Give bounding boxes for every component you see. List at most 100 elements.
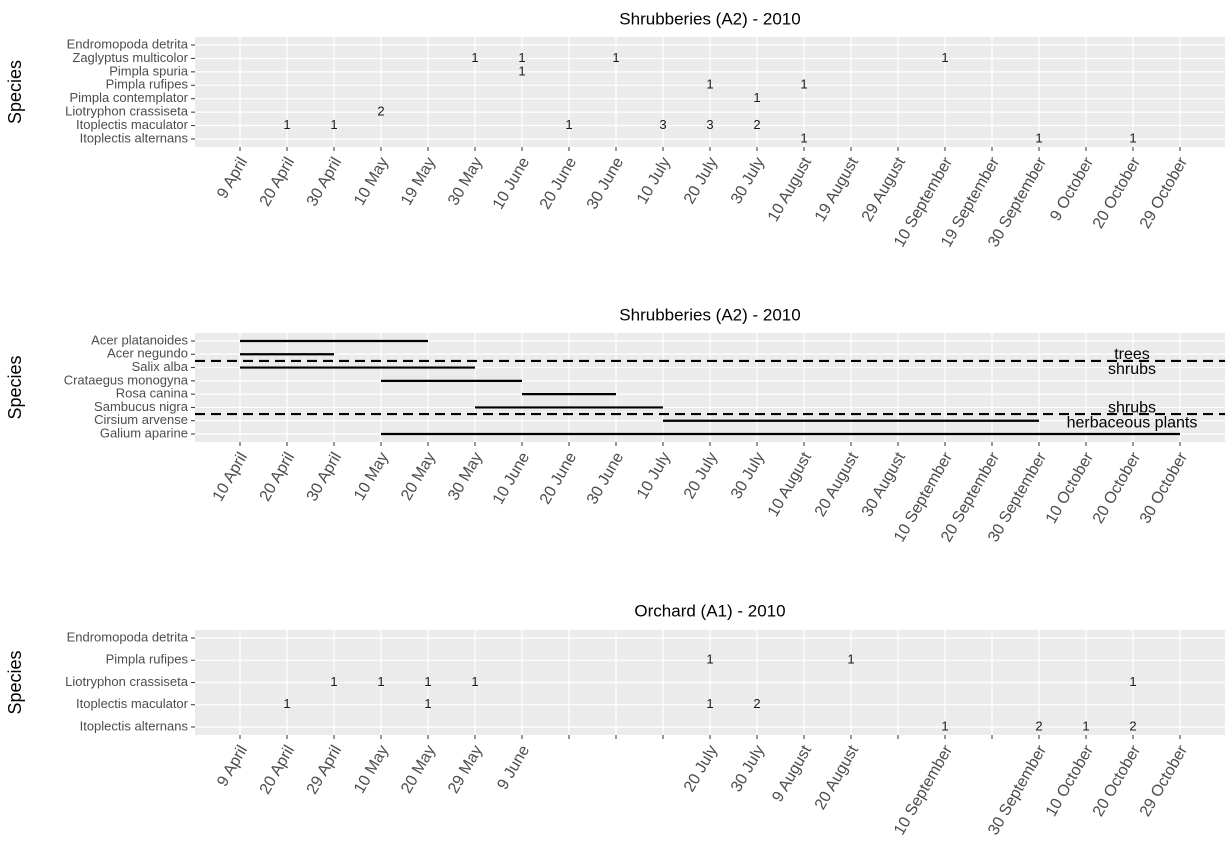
- x-tick-label: 20 October: [1090, 154, 1145, 232]
- x-tick-label: 30 July: [728, 743, 768, 795]
- x-tick-label: 20 April: [257, 155, 298, 210]
- x-tick-label: 10 August: [765, 449, 816, 520]
- count-label: 1: [283, 696, 290, 711]
- group-label: shrubs: [1108, 361, 1156, 378]
- x-tick-label: 20 May: [398, 743, 439, 797]
- count-label: 2: [1129, 718, 1136, 733]
- y-tick-label: Pimpla rufipes: [106, 77, 189, 92]
- x-tick-label: 10 June: [490, 155, 533, 213]
- count-label: 1: [377, 674, 384, 689]
- count-label: 1: [753, 90, 760, 105]
- y-tick-label: Endromopoda detrita: [67, 629, 189, 644]
- x-tick-label: 19 August: [812, 154, 863, 225]
- y-tick-label: Pimpla spuria: [109, 63, 189, 78]
- y-tick-label: Itoplectis alternans: [80, 718, 189, 733]
- x-tick-label: 20 April: [257, 743, 298, 798]
- count-label: 1: [706, 696, 713, 711]
- count-label: 3: [706, 117, 713, 132]
- count-label: 1: [706, 652, 713, 667]
- y-tick-label: Pimpla rufipes: [106, 652, 189, 667]
- x-tick-label: 20 June: [537, 155, 580, 213]
- y-tick-label: Itoplectis alternans: [80, 130, 189, 145]
- x-tick-label: 29 October: [1137, 742, 1192, 820]
- count-label: 1: [800, 130, 807, 145]
- x-tick-label: 30 September: [985, 742, 1050, 838]
- y-axis-title: Species: [5, 650, 25, 714]
- x-tick-label: 20 July: [681, 450, 721, 502]
- x-tick-label: 10 April: [210, 450, 251, 505]
- count-label: 2: [377, 104, 384, 119]
- x-tick-label: 10 July: [634, 155, 674, 207]
- y-tick-label: Galium aparine: [100, 425, 188, 440]
- count-label: 1: [941, 718, 948, 733]
- count-label: 1: [424, 696, 431, 711]
- y-tick-label: Rosa canina: [116, 386, 189, 401]
- y-tick-label: Itoplectis maculator: [76, 117, 189, 132]
- x-tick-label: 20 July: [681, 743, 721, 795]
- x-tick-label: 20 October: [1090, 449, 1145, 527]
- x-tick-label: 30 April: [304, 450, 345, 505]
- chart-title: Shrubberies (A2) - 2010: [619, 305, 800, 324]
- x-tick-label: 30 July: [728, 450, 768, 502]
- x-tick-label: 10 August: [765, 154, 816, 225]
- x-tick-label: 9 August: [769, 742, 815, 805]
- count-label: 1: [283, 117, 290, 132]
- count-label: 1: [471, 50, 478, 65]
- chart-title: Orchard (A1) - 2010: [634, 601, 785, 620]
- x-tick-label: 20 August: [812, 742, 863, 813]
- count-label: 1: [1035, 130, 1042, 145]
- y-axis-title: Species: [5, 355, 25, 419]
- y-tick-label: Itoplectis maculator: [76, 696, 189, 711]
- x-tick-label: 20 April: [257, 450, 298, 505]
- count-label: 1: [330, 674, 337, 689]
- x-tick-label: 29 October: [1137, 154, 1192, 232]
- x-tick-label: 30 April: [304, 155, 345, 210]
- x-tick-label: 29 May: [445, 743, 486, 797]
- count-label: 1: [518, 63, 525, 78]
- y-tick-label: Liotryphon crassiseta: [65, 674, 189, 689]
- count-label: 2: [753, 117, 760, 132]
- count-label: 2: [753, 696, 760, 711]
- group-label: herbaceous plants: [1067, 414, 1198, 431]
- x-tick-label: 9 October: [1047, 154, 1097, 224]
- x-tick-label: 30 June: [584, 450, 627, 508]
- y-tick-label: Salix alba: [132, 359, 189, 374]
- x-tick-label: 9 June: [494, 743, 533, 793]
- y-axis-title: Species: [5, 60, 25, 124]
- count-label: 3: [659, 117, 666, 132]
- x-tick-label: 30 October: [1137, 449, 1192, 527]
- x-tick-label: 10 September: [891, 742, 956, 838]
- group-label: shrubs: [1108, 399, 1156, 416]
- x-tick-label: 30 August: [859, 449, 910, 520]
- count-label: 1: [941, 50, 948, 65]
- x-tick-label: 10 October: [1043, 449, 1098, 527]
- x-tick-label: 30 May: [445, 450, 486, 504]
- y-tick-label: Zaglyptus multicolor: [72, 50, 188, 65]
- y-tick-label: Pimpla contemplator: [70, 90, 189, 105]
- count-label: 1: [471, 674, 478, 689]
- x-tick-label: 30 July: [728, 155, 768, 207]
- x-tick-label: 29 August: [859, 154, 910, 225]
- count-label: 1: [424, 674, 431, 689]
- x-tick-label: 10 June: [490, 450, 533, 508]
- x-tick-label: 10 July: [634, 450, 674, 502]
- x-tick-label: 10 May: [351, 450, 392, 504]
- y-tick-label: Crataegus monogyna: [64, 372, 189, 387]
- x-tick-label: 19 May: [398, 155, 439, 209]
- y-tick-label: Liotryphon crassiseta: [65, 104, 189, 119]
- count-label: 1: [518, 50, 525, 65]
- x-tick-label: 10 May: [351, 743, 392, 797]
- y-tick-label: Endromopoda detrita: [67, 36, 189, 51]
- count-label: 1: [565, 117, 572, 132]
- count-label: 1: [800, 77, 807, 92]
- count-label: 1: [612, 50, 619, 65]
- x-tick-label: 20 July: [681, 155, 721, 207]
- x-tick-label: 9 April: [214, 155, 251, 202]
- count-label: 2: [1035, 718, 1042, 733]
- x-tick-label: 29 April: [304, 743, 345, 798]
- count-label: 1: [330, 117, 337, 132]
- x-tick-label: 20 June: [537, 450, 580, 508]
- y-tick-label: Acer platanoides: [91, 332, 188, 347]
- chart-title: Shrubberies (A2) - 2010: [619, 9, 800, 28]
